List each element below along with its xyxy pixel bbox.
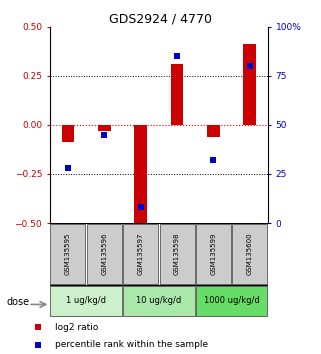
Text: 1000 ug/kg/d: 1000 ug/kg/d xyxy=(204,296,260,306)
Text: 10 ug/kg/d: 10 ug/kg/d xyxy=(136,296,181,306)
Point xyxy=(65,165,71,171)
Bar xyxy=(123,224,158,284)
Bar xyxy=(171,64,184,125)
Bar xyxy=(123,286,195,315)
Bar xyxy=(98,125,111,131)
Text: GSM135597: GSM135597 xyxy=(138,233,144,275)
Bar xyxy=(134,125,147,227)
Text: percentile rank within the sample: percentile rank within the sample xyxy=(55,340,208,349)
Bar xyxy=(232,224,267,284)
Point xyxy=(211,157,216,163)
Point xyxy=(102,132,107,137)
Bar xyxy=(50,224,85,284)
Point xyxy=(175,53,180,59)
Text: 1 ug/kg/d: 1 ug/kg/d xyxy=(66,296,106,306)
Bar xyxy=(207,125,220,137)
Text: GSM135600: GSM135600 xyxy=(247,233,253,275)
Bar xyxy=(244,44,256,125)
Point xyxy=(222,103,227,109)
Text: log2 ratio: log2 ratio xyxy=(55,322,98,331)
Bar xyxy=(196,224,231,284)
Bar xyxy=(160,224,195,284)
Text: GSM135599: GSM135599 xyxy=(211,233,216,275)
Text: GSM135595: GSM135595 xyxy=(65,233,71,275)
Text: GSM135596: GSM135596 xyxy=(101,233,107,275)
Bar xyxy=(62,125,74,142)
Bar xyxy=(196,286,267,315)
Text: GDS2924 / 4770: GDS2924 / 4770 xyxy=(109,12,212,25)
Point xyxy=(247,63,252,69)
Point xyxy=(222,266,227,271)
Text: GSM135598: GSM135598 xyxy=(174,233,180,275)
Point xyxy=(138,205,143,210)
Bar xyxy=(50,286,122,315)
Bar xyxy=(87,224,122,284)
Text: dose: dose xyxy=(6,297,30,307)
